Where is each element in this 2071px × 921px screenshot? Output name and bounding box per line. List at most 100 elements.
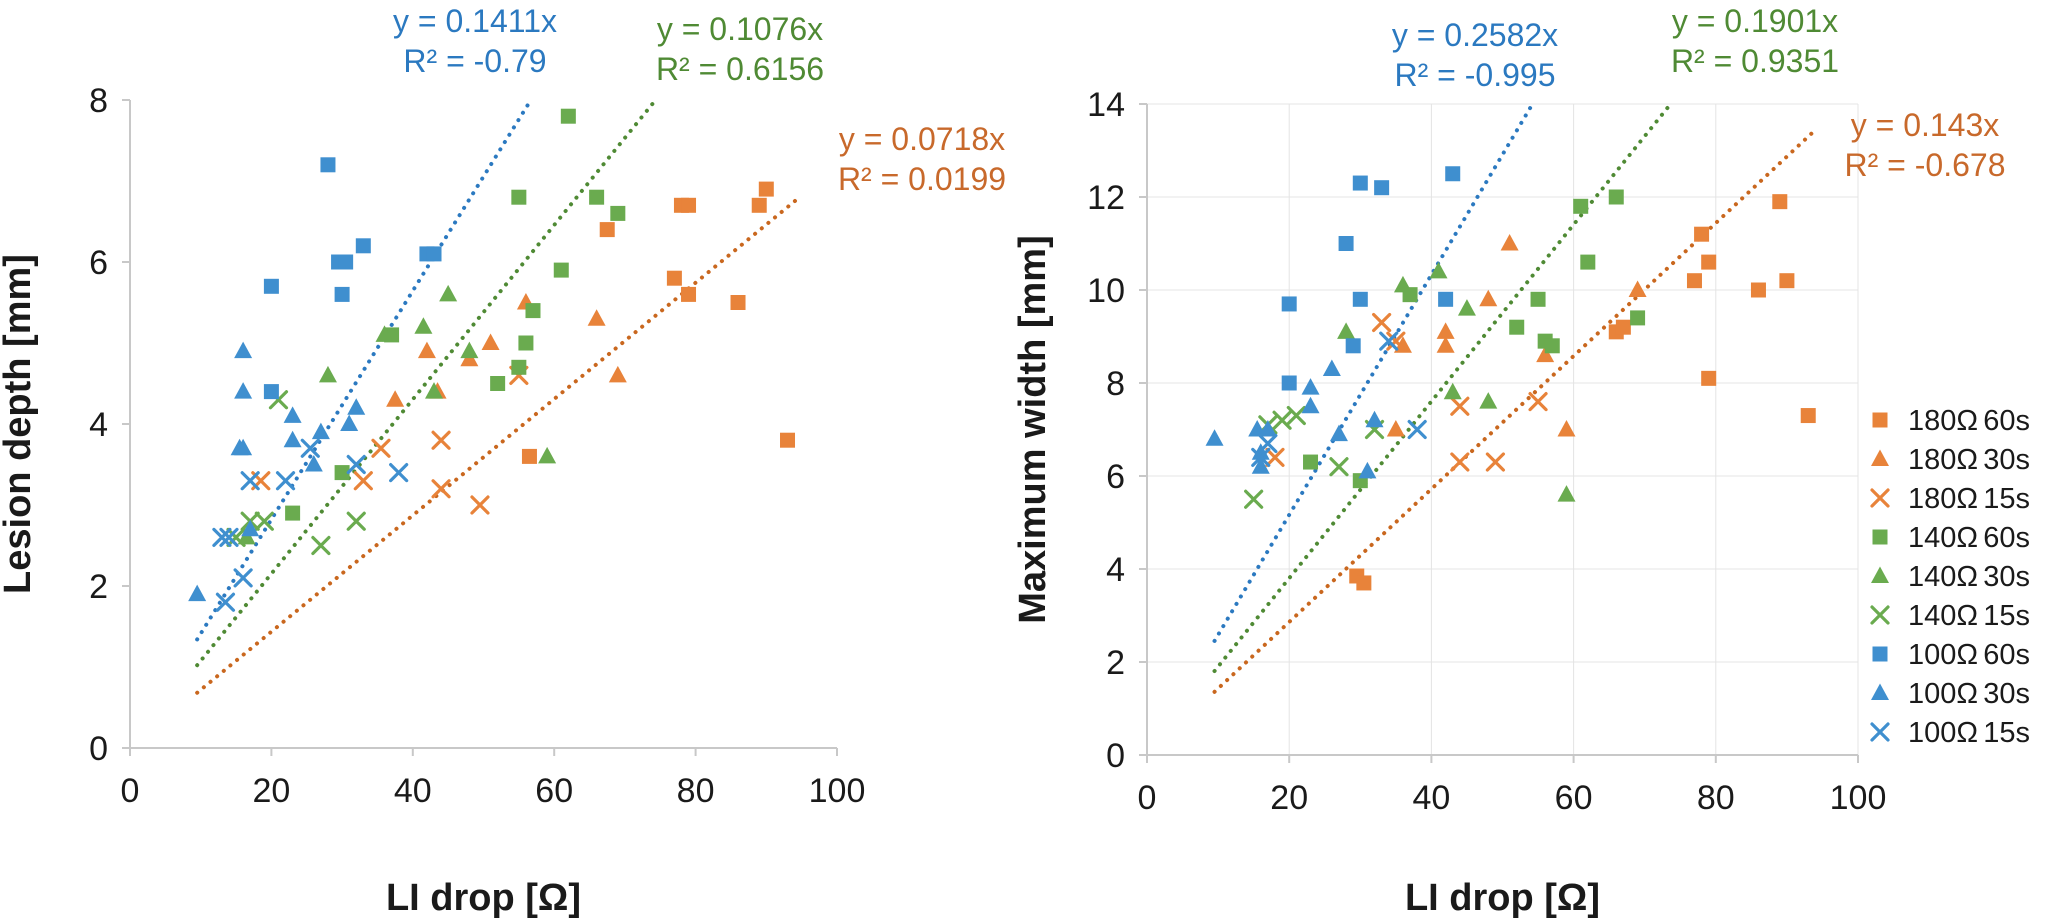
data-point-orange-triangle	[481, 333, 500, 350]
data-point-green-square	[1573, 198, 1589, 214]
data-point-blue-square	[1445, 166, 1461, 182]
data-point-green-square	[518, 335, 534, 351]
data-point-orange-square	[681, 197, 697, 213]
x-tick-label: 40	[1412, 779, 1450, 817]
legend-duration: 15s	[1983, 483, 2030, 515]
data-point-orange-x	[1372, 312, 1392, 333]
data-point-blue-triangle	[283, 406, 302, 423]
data-point-blue-square	[320, 157, 336, 173]
data-point-green-square	[560, 108, 576, 124]
x-tick-label: 60	[1555, 779, 1593, 817]
data-point-green-triangle	[1393, 275, 1412, 293]
legend-marker-blue-x	[1870, 722, 1890, 742]
data-point-blue-square	[1338, 236, 1354, 251]
data-point-green-triangle	[439, 284, 458, 302]
x-axis-title: LI drop [Ω]	[1405, 877, 1600, 919]
data-point-orange-x	[470, 495, 490, 515]
data-point-blue-x	[275, 471, 296, 491]
y-tick-label: 10	[1087, 272, 1125, 310]
legend-label: 180Ω	[1908, 483, 1978, 515]
data-point-orange-triangle	[1436, 322, 1455, 339]
data-point-orange-x	[353, 471, 373, 491]
y-tick-label: 6	[1106, 458, 1125, 496]
x-tick-label: 100	[1830, 779, 1887, 817]
data-point-orange-x	[1265, 447, 1285, 467]
data-point-green-triangle	[1429, 261, 1448, 279]
trend-equation-orange: y = 0.143x	[1851, 107, 2000, 143]
data-point-blue-triangle	[241, 519, 260, 537]
data-point-orange-triangle	[1436, 336, 1455, 353]
x-tick-label: 20	[252, 772, 290, 810]
data-point-blue-triangle	[1301, 378, 1320, 395]
data-point-green-triangle	[1479, 392, 1498, 409]
data-point-blue-x	[1379, 331, 1399, 351]
legend-marker-green-triangle	[1871, 566, 1889, 583]
trend-r2-blue: R² = -0.995	[1395, 57, 1556, 93]
data-point-orange-triangle	[417, 341, 436, 359]
y-tick-label: 2	[1106, 644, 1125, 682]
data-point-green-triangle	[460, 341, 479, 359]
data-point-blue-triangle	[1251, 457, 1270, 474]
y-tick-label: 4	[1106, 551, 1125, 589]
x-tick-label: 100	[809, 772, 866, 810]
trend-equation-blue: y = 0.2582x	[1392, 17, 1558, 53]
data-point-green-square	[1608, 189, 1624, 205]
data-point-green-triangle	[414, 317, 433, 334]
legend-marker-orange-square	[1872, 412, 1888, 428]
data-point-orange-x	[1528, 392, 1548, 412]
data-point-orange-square	[521, 448, 537, 464]
data-point-orange-square	[780, 432, 796, 448]
y-tick-label: 12	[1087, 179, 1125, 217]
data-point-blue-square	[1281, 375, 1297, 391]
data-point-blue-x	[300, 438, 320, 458]
legend-duration: 30s	[1983, 561, 2030, 593]
data-point-green-triangle	[375, 325, 394, 342]
trend-equation-blue: y = 0.1411x	[393, 3, 557, 39]
data-point-orange-triangle	[1557, 420, 1576, 437]
data-point-green-x	[1272, 410, 1292, 430]
data-point-orange-triangle	[587, 309, 606, 326]
data-point-orange-square	[1686, 273, 1702, 289]
data-point-blue-triangle	[1258, 420, 1277, 437]
data-point-blue-square	[1352, 175, 1368, 191]
data-point-green-square	[1580, 254, 1596, 270]
y-tick-label: 6	[89, 244, 108, 282]
data-point-green-triangle	[1443, 382, 1462, 400]
data-point-orange-x	[1386, 331, 1406, 351]
data-point-blue-x	[389, 463, 409, 483]
legend-label: 100Ω	[1908, 678, 1978, 710]
legend-label: 100Ω	[1908, 639, 1978, 671]
data-point-blue-triangle	[1205, 429, 1224, 446]
data-point-orange-triangle	[1393, 336, 1412, 353]
data-point-blue-x	[219, 527, 239, 547]
x-tick-label: 0	[121, 772, 140, 810]
data-point-orange-square	[666, 270, 682, 286]
data-point-blue-square	[334, 286, 350, 302]
chart-maximum-width: 0 2 4 6 8 10 12 14 0 20 40 60 80 100 LI drop [Ω] Maximu…	[1012, 3, 2005, 919]
data-point-orange-triangle	[386, 390, 405, 407]
data-point-green-square	[511, 359, 527, 375]
data-point-green-x	[254, 511, 274, 531]
legend-marker-blue-square	[1872, 646, 1888, 662]
data-point-green-square	[553, 262, 569, 278]
data-point-blue-square	[263, 384, 279, 400]
data-point-orange-square	[1800, 408, 1816, 424]
data-point-blue-triangle	[347, 398, 366, 415]
legend-label: 140Ω	[1908, 600, 1978, 632]
y-axis-title: Maximum width [mm]	[1012, 235, 1054, 623]
data-point-blue-triangle	[283, 430, 302, 448]
y-tick-label: 0	[89, 730, 108, 768]
data-point-green-x	[1244, 489, 1264, 509]
data-point-orange-triangle	[1386, 420, 1405, 437]
data-point-blue-triangle	[1329, 424, 1348, 442]
trend-equation-green: y = 0.1076x	[657, 11, 823, 47]
data-point-green-square	[490, 376, 506, 391]
data-point-green-x	[311, 535, 331, 556]
data-point-blue-triangle	[304, 455, 323, 472]
data-point-blue-triangle	[1365, 410, 1384, 428]
data-point-orange-square	[1615, 319, 1631, 335]
data-point-orange-x	[431, 430, 451, 450]
data-point-blue-triangle	[340, 414, 359, 431]
x-tick-label: 0	[1138, 779, 1157, 817]
data-point-green-x	[226, 527, 246, 547]
